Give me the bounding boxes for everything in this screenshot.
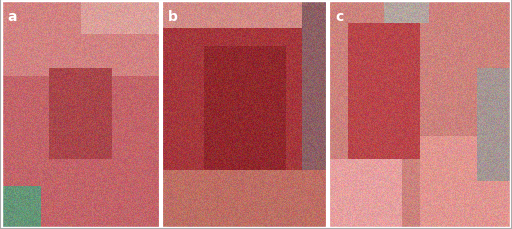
Text: a: a <box>7 10 16 24</box>
Text: b: b <box>168 10 178 24</box>
Text: c: c <box>335 10 343 24</box>
